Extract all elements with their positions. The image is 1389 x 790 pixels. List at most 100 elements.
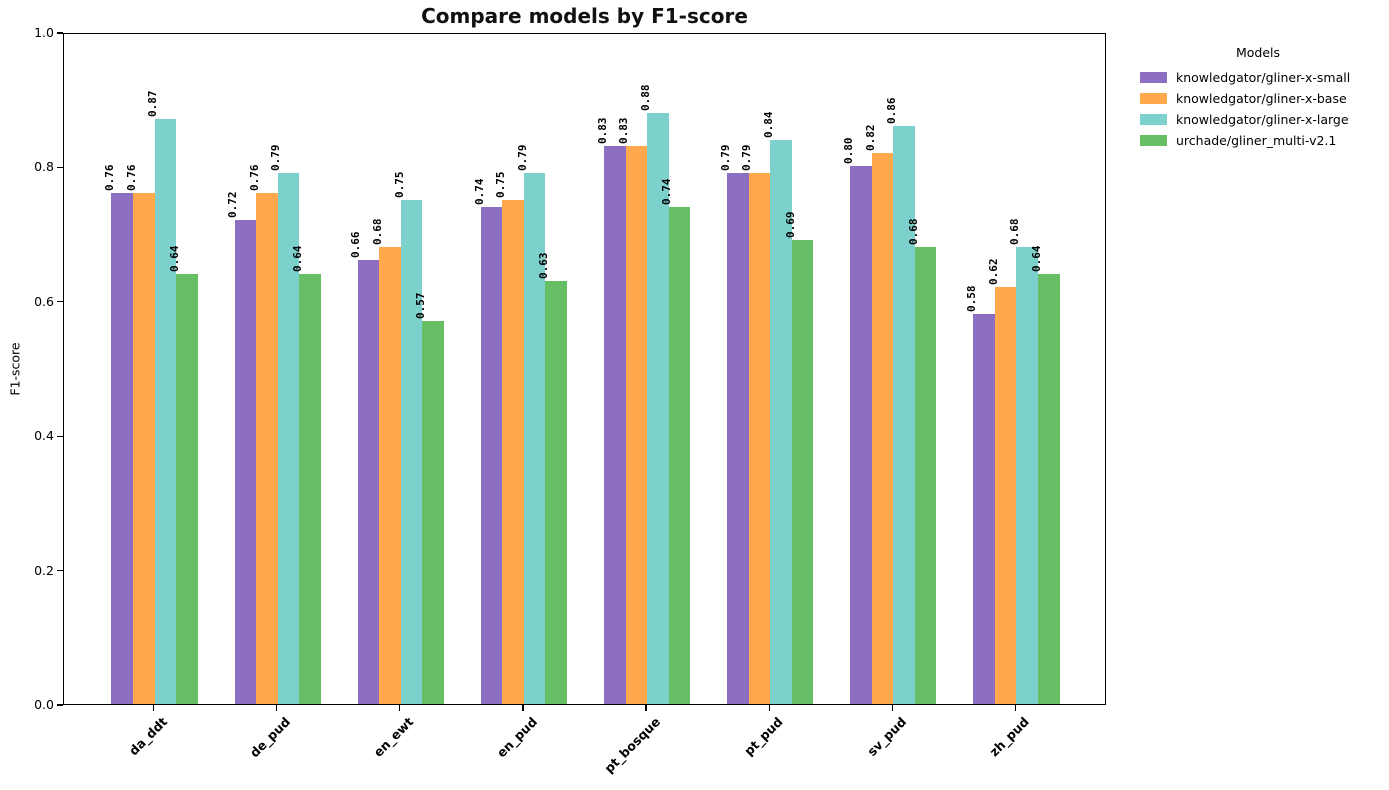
x-axis-tick-label: de_pud (246, 714, 294, 761)
x-axis-tick-label: sv_pud (863, 714, 909, 760)
bar-value-label: 0.75 (392, 171, 406, 199)
bar (502, 200, 524, 704)
bar-value-label: 0.76 (247, 164, 261, 192)
bar-value-label: 0.68 (371, 218, 384, 246)
bar (400, 200, 423, 704)
x-axis-tick (645, 705, 647, 711)
bar-value-label: 0.75 (494, 171, 508, 199)
bar (132, 193, 155, 704)
y-axis-tick-label: 0.6 (34, 293, 54, 309)
bar (625, 146, 648, 704)
bar-value-label: 0.79 (269, 144, 283, 172)
legend-item-label: knowledgator/gliner-x-large (1176, 112, 1349, 127)
x-axis-tick-label: pt_bosque (600, 714, 663, 776)
bar (357, 260, 380, 704)
bar (277, 173, 300, 704)
bar-value-label: 0.84 (761, 111, 775, 138)
legend-item: knowledgator/gliner-x-base (1127, 88, 1389, 109)
bar-value-label: 0.76 (103, 164, 117, 192)
legend-swatch (1140, 72, 1167, 83)
y-axis-tick (57, 32, 63, 34)
bar (603, 146, 626, 704)
bar (480, 206, 503, 704)
bar (379, 247, 401, 704)
bar (256, 193, 278, 704)
y-axis-tick (57, 435, 63, 437)
bar-value-label: 0.64 (1029, 245, 1043, 272)
bar (748, 173, 771, 704)
bar-value-label: 0.58 (965, 285, 979, 313)
y-axis-tick (57, 166, 63, 169)
bar-value-label: 0.63 (537, 252, 551, 279)
bar-value-label: 0.64 (290, 245, 304, 272)
x-axis-tick (275, 705, 278, 711)
x-axis-tick (891, 705, 893, 711)
bar (154, 119, 177, 704)
bar (791, 240, 814, 704)
legend-items: knowledgator/gliner-x-small knowledgator/… (1127, 67, 1389, 151)
legend-item-label: knowledgator/gliner-x-small (1176, 70, 1351, 85)
y-axis-tick-label: 0.0 (34, 697, 54, 712)
bar-value-label: 0.69 (783, 211, 797, 239)
bar (111, 193, 133, 704)
x-axis-tick-label: en_pud (493, 714, 540, 761)
y-axis-label: F1-score (7, 342, 23, 396)
x-axis-tick-label: da_ddt (125, 714, 171, 759)
bar-value-label: 0.64 (167, 245, 181, 272)
bar-value-label: 0.68 (906, 218, 920, 246)
y-axis-tick (57, 704, 63, 706)
bar (545, 280, 568, 704)
bar (871, 152, 894, 704)
bar (668, 206, 691, 704)
bar-value-label: 0.62 (986, 258, 1000, 286)
plot-area: 0.76 0.76 0.87 0.64 0.72 0.76 0.79 0.64 0.66 0.68… (63, 33, 1106, 705)
bar-value-label: 0.74 (472, 178, 486, 205)
chart-title: Compare models by F1-score (421, 4, 748, 28)
legend-item: urchade/gliner_multi-v2.1 (1127, 130, 1389, 151)
bar (523, 173, 546, 704)
bar-value-label: 0.86 (885, 97, 899, 125)
legend-item-label: urchade/gliner_multi-v2.1 (1176, 133, 1337, 148)
bar (647, 112, 669, 704)
bar (234, 220, 257, 704)
bar (994, 287, 1017, 704)
bar-value-label: 0.83 (595, 117, 609, 145)
bar (1016, 247, 1039, 704)
bar (893, 126, 915, 704)
bar-value-label: 0.80 (842, 137, 856, 165)
bar-value-label: 0.79 (740, 144, 754, 172)
bar (299, 273, 321, 704)
legend-item: knowledgator/gliner-x-large (1127, 109, 1389, 130)
x-axis-tick-label: en_ewt (370, 714, 417, 760)
y-axis-tick (57, 569, 63, 572)
bar-value-label: 0.83 (617, 117, 631, 145)
bar-value-label: 0.76 (124, 164, 138, 192)
bar-value-label: 0.82 (863, 124, 877, 151)
bar-value-label: 0.72 (226, 191, 240, 219)
x-axis-tick (399, 705, 401, 711)
bar (422, 320, 444, 704)
x-axis-tick (1014, 705, 1017, 711)
bar-value-label: 0.79 (515, 144, 529, 172)
y-axis-tick-label: 0.8 (34, 159, 54, 175)
x-axis-tick-label: pt_pud (741, 714, 786, 759)
bar (727, 173, 749, 704)
x-axis-tick (522, 705, 524, 711)
bar-value-label: 0.79 (718, 144, 732, 172)
legend-swatch (1140, 114, 1167, 125)
x-axis-tick (768, 705, 770, 711)
bar (914, 247, 937, 704)
legend-item: knowledgator/gliner-x-small (1127, 67, 1389, 88)
legend-swatch (1140, 93, 1167, 104)
bar-value-label: 0.88 (638, 84, 652, 111)
bar-value-label: 0.57 (414, 292, 428, 319)
bar (973, 314, 995, 704)
bar (850, 166, 872, 704)
bar (1038, 273, 1060, 704)
bar (176, 273, 198, 704)
bar-value-label: 0.74 (660, 178, 674, 205)
legend-swatch (1140, 135, 1167, 146)
x-axis-tick-label: zh_pud (986, 714, 1033, 760)
y-axis-tick-label: 0.4 (34, 428, 54, 444)
